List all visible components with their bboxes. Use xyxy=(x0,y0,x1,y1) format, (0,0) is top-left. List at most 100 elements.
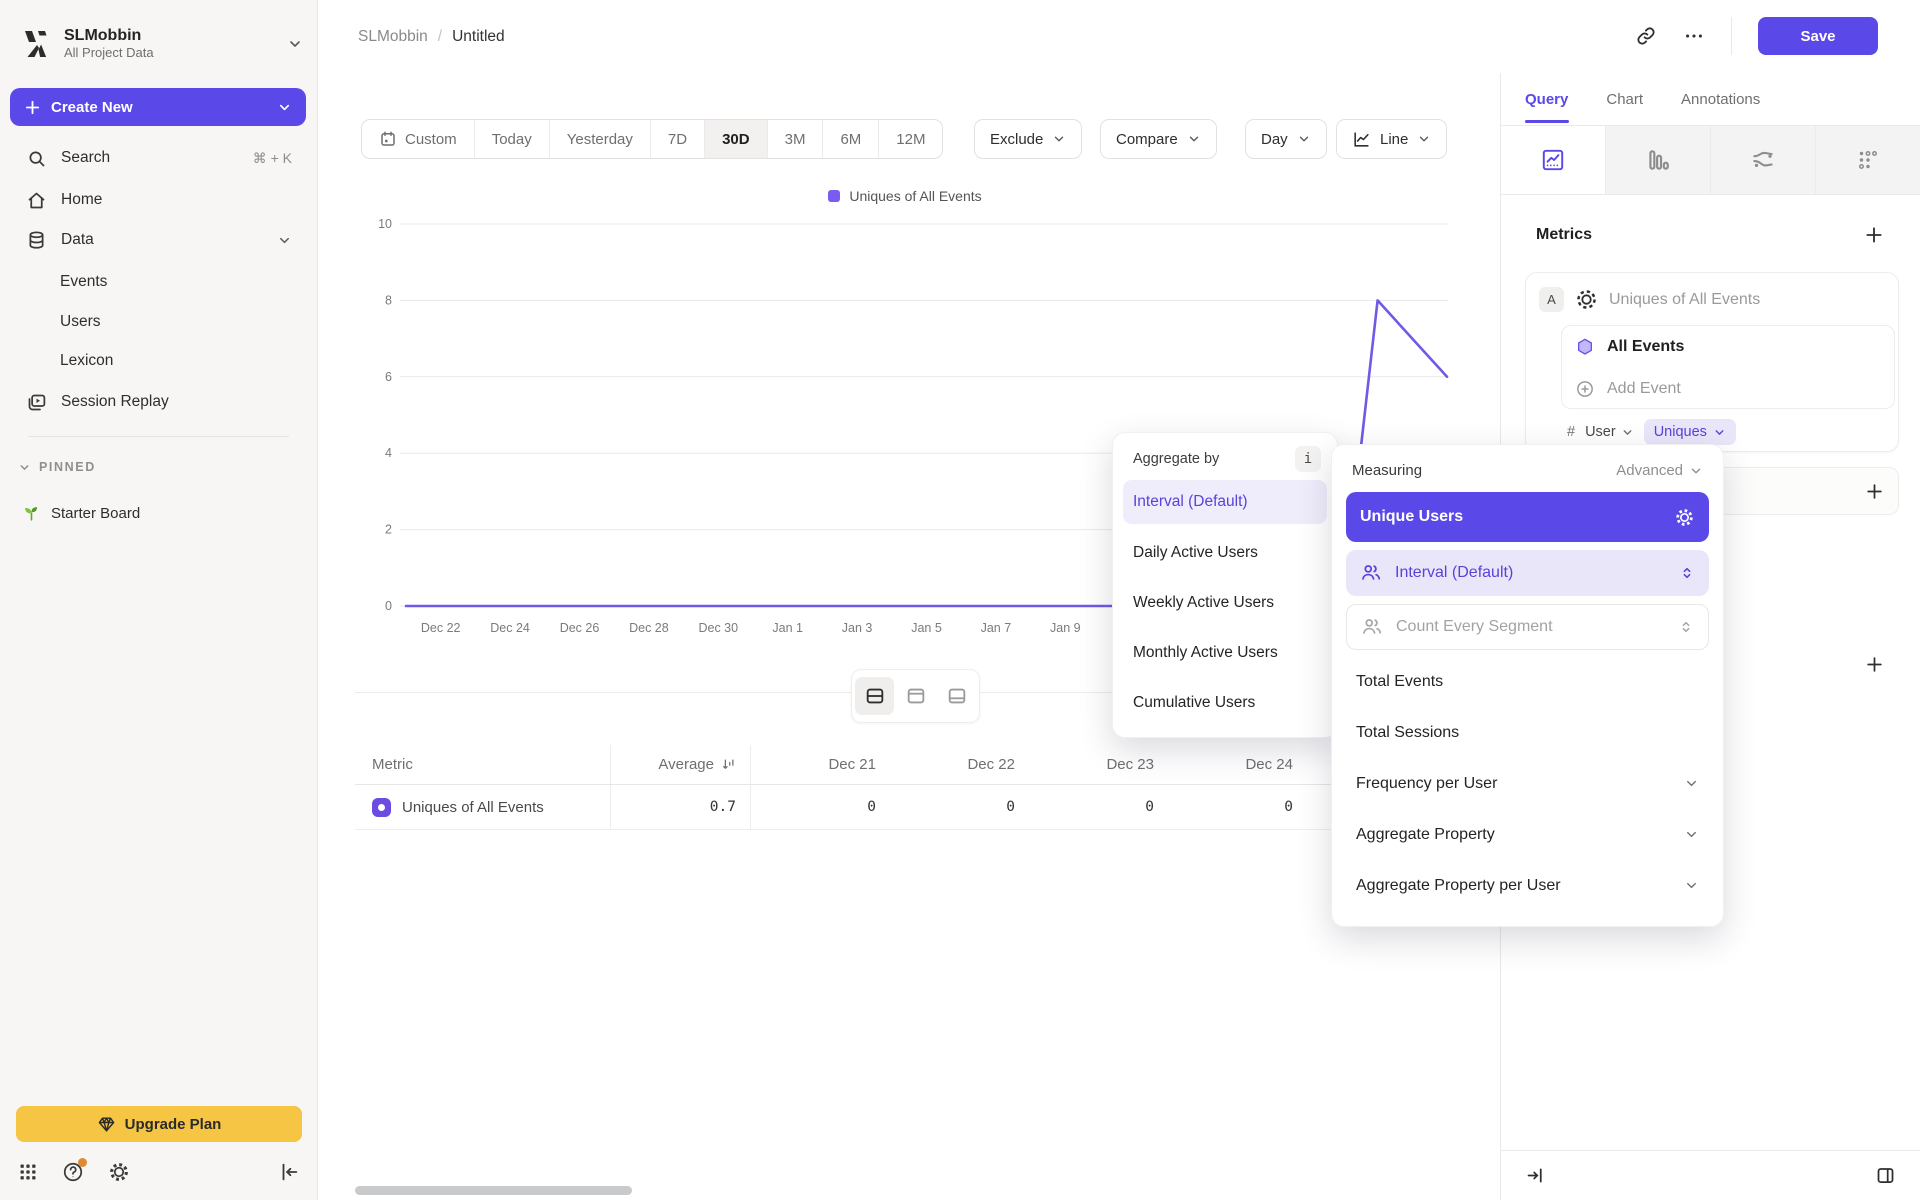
tab-chart[interactable]: Chart xyxy=(1606,90,1644,108)
option-total-sessions[interactable]: Total Sessions xyxy=(1346,707,1709,758)
tab-query[interactable]: Query xyxy=(1525,90,1569,108)
workspace-switcher[interactable]: SLMobbin All Project Data xyxy=(18,22,303,66)
range-7d-button[interactable]: 7D xyxy=(651,120,706,158)
count-every-segment-selector[interactable]: Count Every Segment xyxy=(1346,604,1709,650)
option-aggregate-property[interactable]: Aggregate Property xyxy=(1346,809,1709,860)
counting-dropdown[interactable]: User xyxy=(1585,424,1634,440)
add-event-row[interactable]: Add Event xyxy=(1562,368,1894,410)
table-header-row: Metric Average Dec 21 Dec 22 Dec 23 Dec … xyxy=(355,745,1446,785)
range-custom-button[interactable]: Custom xyxy=(362,120,475,158)
exclude-dropdown[interactable]: Exclude xyxy=(974,119,1083,159)
range-yesterday-button[interactable]: Yesterday xyxy=(550,120,651,158)
add-breakdown-button[interactable] xyxy=(1865,655,1884,674)
sidebar-item-lexicon[interactable]: Lexicon xyxy=(0,341,318,381)
option-frequency-per-user[interactable]: Frequency per User xyxy=(1346,758,1709,809)
upgrade-plan-button[interactable]: Upgrade Plan xyxy=(16,1106,302,1142)
metric-card-header[interactable]: A Uniques of All Events xyxy=(1539,287,1885,312)
svg-text:Jan 5: Jan 5 xyxy=(911,621,942,635)
aggregation-dropdown[interactable]: Uniques xyxy=(1643,419,1736,445)
sidebar-item-starter-board[interactable]: Starter Board xyxy=(22,504,140,523)
settings-gear-icon[interactable] xyxy=(108,1161,130,1183)
column-header-dec24[interactable]: Dec 24 xyxy=(1245,756,1293,773)
option-unique-users-selected[interactable]: Unique Users xyxy=(1346,492,1709,542)
sidebar-item-data[interactable]: Data xyxy=(0,220,318,260)
metric-name[interactable]: Uniques of All Events xyxy=(1609,290,1761,308)
column-header-dec22[interactable]: Dec 22 xyxy=(967,756,1015,773)
apps-grid-icon[interactable] xyxy=(18,1162,38,1182)
interval-dropdown[interactable]: Day xyxy=(1245,119,1327,159)
unique-users-gear-icon[interactable] xyxy=(1674,507,1695,528)
up-down-selector-icon xyxy=(1679,565,1695,581)
svg-text:Jan 9: Jan 9 xyxy=(1050,621,1081,635)
insight-type-line-button[interactable] xyxy=(1501,126,1606,194)
table-row[interactable]: Uniques of All Events 0.7 0 0 0 0 xyxy=(355,785,1446,830)
metric-settings-gear-icon[interactable] xyxy=(1575,288,1598,311)
sidebar-item-users[interactable]: Users xyxy=(0,302,318,342)
chart-type-dropdown[interactable]: Line xyxy=(1336,119,1448,159)
interval-default-selector[interactable]: Interval (Default) xyxy=(1346,550,1709,596)
advanced-toggle[interactable]: Advanced xyxy=(1616,462,1703,479)
option-weekly-active-users[interactable]: Weekly Active Users xyxy=(1133,594,1274,611)
users-icon xyxy=(1361,616,1383,638)
event-row-all-events[interactable]: All Events xyxy=(1562,326,1894,368)
option-aggregate-property-per-user[interactable]: Aggregate Property per User xyxy=(1346,860,1709,911)
collapse-panel-icon[interactable] xyxy=(1525,1165,1546,1186)
aggregate-by-title: Aggregate by xyxy=(1133,451,1220,467)
option-interval-default[interactable]: Interval (Default) xyxy=(1123,480,1327,524)
option-daily-active-users[interactable]: Daily Active Users xyxy=(1133,544,1258,561)
value-cell-dec23: 0 xyxy=(1145,799,1154,815)
legend-label: Uniques of All Events xyxy=(849,188,982,204)
chevron-down-icon xyxy=(1299,136,1308,142)
option-monthly-active-users[interactable]: Monthly Active Users xyxy=(1133,644,1278,661)
info-icon[interactable]: i xyxy=(1295,446,1321,472)
compare-label: Compare xyxy=(1116,130,1178,148)
view-table-only-button[interactable] xyxy=(937,677,976,715)
range-30d-button[interactable]: 30D xyxy=(705,120,768,158)
metrics-table: Metric Average Dec 21 Dec 22 Dec 23 Dec … xyxy=(355,745,1446,830)
panel-layout-icon[interactable] xyxy=(1875,1165,1896,1186)
compare-dropdown[interactable]: Compare xyxy=(1100,119,1217,159)
insight-type-flow-button[interactable] xyxy=(1711,126,1816,194)
add-filter-button[interactable] xyxy=(1865,482,1884,501)
breadcrumb-separator: / xyxy=(437,28,443,45)
range-today-button[interactable]: Today xyxy=(475,120,550,158)
column-header-dec21[interactable]: Dec 21 xyxy=(828,756,876,773)
plus-icon xyxy=(24,99,41,116)
chevron-down-icon xyxy=(1684,776,1699,791)
collapse-sidebar-icon[interactable] xyxy=(278,1161,300,1183)
option-cumulative-users[interactable]: Cumulative Users xyxy=(1133,694,1256,711)
breadcrumb-title[interactable]: Untitled xyxy=(452,28,505,45)
range-label: 12M xyxy=(896,130,926,148)
pinned-section-toggle[interactable]: PINNED xyxy=(18,460,96,474)
add-metric-button[interactable] xyxy=(1864,225,1884,245)
view-chart-and-table-button[interactable] xyxy=(855,677,894,715)
range-3m-button[interactable]: 3M xyxy=(768,120,824,158)
svg-text:Dec 26: Dec 26 xyxy=(560,621,600,635)
copy-link-icon[interactable] xyxy=(1635,25,1657,47)
sidebar-item-events[interactable]: Events xyxy=(0,262,318,302)
sidebar-item-home[interactable]: Home xyxy=(0,180,318,220)
interval-label: Interval (Default) xyxy=(1395,564,1514,581)
range-6m-button[interactable]: 6M xyxy=(823,120,880,158)
range-label: 3M xyxy=(784,130,806,148)
svg-text:Dec 28: Dec 28 xyxy=(629,621,669,635)
scatter-icon xyxy=(1859,151,1877,169)
save-button[interactable]: Save xyxy=(1758,17,1878,55)
option-total-events[interactable]: Total Events xyxy=(1346,656,1709,707)
column-header-metric[interactable]: Metric xyxy=(355,745,611,784)
breadcrumb-project[interactable]: SLMobbin xyxy=(358,28,428,45)
range-12m-button[interactable]: 12M xyxy=(879,120,942,158)
tab-annotations[interactable]: Annotations xyxy=(1681,90,1761,108)
insight-type-bar-button[interactable] xyxy=(1606,126,1711,194)
column-header-dec23[interactable]: Dec 23 xyxy=(1106,756,1154,773)
option-label: Total Sessions xyxy=(1356,723,1460,741)
insight-type-scatter-button[interactable] xyxy=(1816,126,1920,194)
sidebar-item-search[interactable]: Search ⌘ + K xyxy=(0,138,318,178)
column-header-average[interactable]: Average xyxy=(611,745,751,784)
horizontal-scrollbar[interactable] xyxy=(355,1186,632,1195)
more-options-icon[interactable] xyxy=(1683,25,1705,47)
sidebar-item-session-replay[interactable]: Session Replay xyxy=(0,382,318,422)
help-icon[interactable] xyxy=(62,1158,87,1183)
view-chart-only-button[interactable] xyxy=(896,677,935,715)
create-new-button[interactable]: Create New xyxy=(10,88,306,126)
